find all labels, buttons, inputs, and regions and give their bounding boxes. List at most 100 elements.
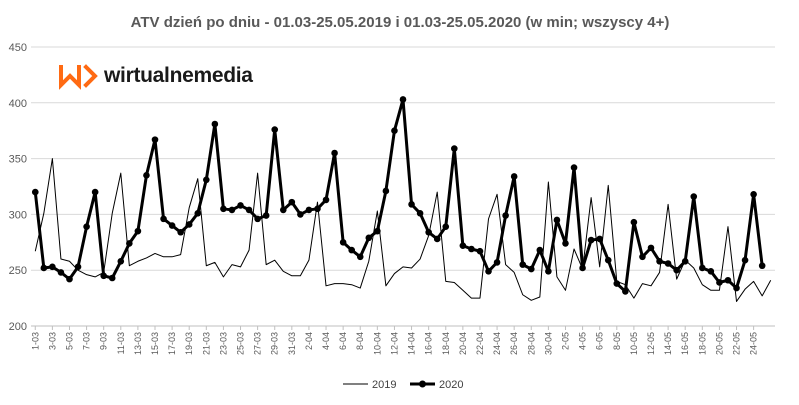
data-point-2020 [399, 96, 407, 103]
data-point-2020 [553, 216, 561, 224]
data-point-2020 [160, 215, 167, 223]
y-tick-label: 250 [9, 265, 27, 277]
x-tick-label: 11-03 [116, 332, 126, 354]
x-tick-label: 30-04 [543, 332, 553, 355]
data-point-2020 [49, 263, 56, 271]
data-point-2020 [604, 256, 612, 264]
x-tick-label: 4-04 [321, 332, 331, 350]
data-point-2020 [322, 196, 330, 204]
x-tick-label: 14-04 [407, 332, 417, 355]
x-tick-label: 19-03 [184, 332, 194, 355]
data-point-2020 [245, 206, 253, 214]
data-point-2020 [681, 257, 689, 265]
data-point-2020 [596, 235, 603, 243]
x-tick-label: 18-05 [697, 332, 707, 355]
x-tick-label: 10-04 [372, 332, 382, 355]
data-point-2020 [493, 259, 501, 266]
chart-title: ATV dzień po dniu - 01.03-25.05.2019 i 0… [131, 14, 670, 31]
data-point-2020 [579, 264, 586, 272]
x-tick-label: 14-05 [663, 332, 673, 355]
data-point-2020 [168, 222, 176, 229]
data-point-2020 [177, 228, 184, 236]
data-point-2020 [485, 268, 492, 275]
data-point-2020 [545, 268, 552, 275]
data-point-2020 [374, 227, 381, 235]
data-point-2020 [707, 268, 715, 275]
data-point-2020 [724, 276, 732, 284]
data-point-2020 [468, 245, 475, 253]
data-point-2020 [203, 176, 210, 184]
data-point-2020 [433, 235, 441, 243]
x-tick-label: 4-05 [578, 332, 588, 350]
series-line-2019 [34, 158, 772, 302]
x-tick-label: 2-04 [304, 332, 314, 350]
x-tick-label: 17-03 [167, 332, 177, 355]
logo-mark-icon [59, 64, 98, 90]
data-point-2020 [536, 246, 544, 254]
data-point-2020 [83, 223, 90, 230]
data-point-2020 [425, 228, 432, 236]
x-tick-label: 16-05 [680, 332, 690, 355]
x-tick-label: 27-03 [253, 332, 263, 355]
data-point-2020 [91, 188, 99, 196]
data-point-2020 [271, 126, 279, 133]
x-tick-label: 15-03 [150, 332, 160, 355]
data-point-2020 [733, 284, 740, 292]
x-tick-label: 1-03 [30, 332, 40, 350]
y-axis-ticks: 200 250 300 350 400 450 [9, 42, 27, 333]
x-tick-label: 12-05 [646, 332, 656, 355]
x-tick-label: 29-03 [270, 332, 280, 355]
data-point-2020 [108, 274, 116, 282]
x-tick-label: 20-05 [714, 332, 724, 355]
data-point-2020 [143, 172, 150, 179]
data-point-2020 [716, 279, 723, 286]
x-tick-label: 28-04 [526, 332, 536, 355]
data-point-2020 [476, 247, 484, 255]
data-point-2020 [408, 201, 415, 208]
y-tick-label: 450 [9, 42, 27, 54]
data-point-2020 [391, 127, 398, 134]
data-point-2020 [331, 149, 338, 157]
x-tick-label: 6-05 [595, 332, 605, 350]
data-point-2020 [639, 253, 646, 261]
data-point-2020 [66, 275, 73, 283]
data-point-2020 [348, 246, 355, 254]
x-tick-label: 8-05 [612, 332, 622, 350]
legend-label-2020: 2020 [439, 379, 463, 391]
data-point-2020 [741, 256, 749, 264]
data-point-2020 [74, 263, 82, 271]
data-point-2020 [194, 209, 202, 217]
data-point-2020 [527, 265, 535, 273]
data-point-2020 [228, 206, 236, 214]
data-point-2020 [647, 244, 655, 252]
x-tick-label: 3-03 [47, 332, 57, 350]
data-point-2020 [297, 211, 304, 218]
data-point-2020 [100, 272, 107, 280]
y-tick-label: 300 [9, 209, 27, 221]
data-point-2020 [31, 188, 39, 196]
x-tick-label: 16-04 [424, 332, 434, 355]
x-tick-label: 20-04 [458, 332, 468, 355]
data-point-2020 [622, 288, 629, 295]
data-point-2020 [254, 215, 261, 223]
data-point-2020 [382, 187, 390, 195]
data-point-2020 [750, 191, 757, 198]
data-point-2020 [40, 264, 48, 272]
x-tick-label: 8-04 [355, 332, 365, 350]
data-point-2020 [562, 240, 569, 247]
data-point-2020 [690, 193, 698, 200]
data-point-2020 [699, 264, 706, 272]
data-point-2020 [570, 164, 578, 171]
data-point-2020 [758, 262, 766, 270]
x-axis-ticks: 1-03 3-03 5-03 7-03 9-03 11-03 13-03 15-03 17-03… [30, 326, 759, 355]
series-line-2020 [33, 97, 764, 293]
data-point-2020 [288, 198, 296, 206]
data-point-2020 [416, 209, 424, 217]
x-tick-label: 31-03 [287, 332, 297, 355]
x-tick-label: 22-04 [475, 332, 485, 355]
data-point-2020 [502, 212, 509, 219]
data-point-2020 [673, 266, 680, 274]
x-tick-label: 2-05 [560, 332, 570, 350]
data-point-2020 [630, 218, 638, 226]
y-tick-label: 400 [9, 98, 27, 110]
